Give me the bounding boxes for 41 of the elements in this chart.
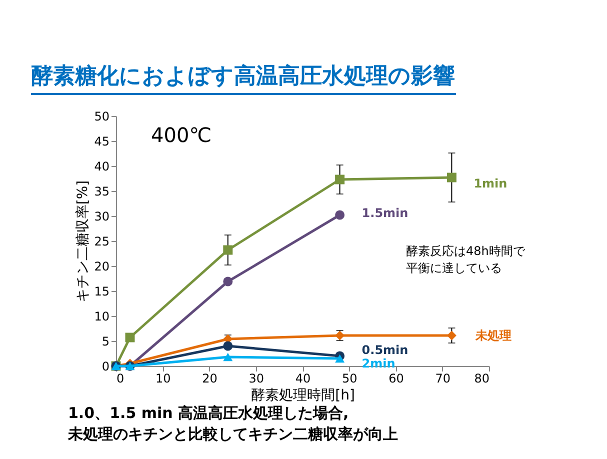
x-tick-label: 40 <box>295 372 311 386</box>
x-tick-label: 70 <box>435 372 451 386</box>
y-tick-label: 10 <box>94 310 110 324</box>
y-tick-label: 35 <box>94 184 110 198</box>
point <box>223 341 233 351</box>
point <box>335 210 345 220</box>
point <box>446 172 456 182</box>
y-tick-label: 40 <box>94 160 110 174</box>
series-label: 未処理 <box>474 328 512 342</box>
x-tick-label: 80 <box>474 372 490 386</box>
point <box>223 245 233 255</box>
series-label: 1min <box>474 176 508 190</box>
y-tick-label: 15 <box>94 284 110 298</box>
point <box>446 330 456 340</box>
text: 1.0、1.5 min 高温高圧水処理した場合,未処理のキチンと比較してキチン二糖収率が向上 <box>67 404 398 443</box>
y-axis-title: キチン二糖収率[%] <box>75 180 92 303</box>
point <box>223 352 233 362</box>
point <box>335 174 345 184</box>
x-tick-label: 20 <box>202 372 218 386</box>
y-tick-label: 30 <box>94 210 110 224</box>
y-tick-label: 0 <box>102 360 110 374</box>
point <box>223 276 233 286</box>
series-label: 2min <box>362 356 396 370</box>
chart-title: 酵素糖化におよぼす高温高圧水処理の影響 <box>31 63 455 89</box>
annotation: 酵素反応は48h時間で平衡に達している <box>406 244 526 275</box>
point <box>335 354 345 363</box>
y-tick-label: 5 <box>102 334 110 348</box>
x-tick-label: 0 <box>116 372 124 386</box>
annotation: 400℃ <box>151 123 212 147</box>
y-tick-label: 50 <box>94 110 110 124</box>
x-tick-label: 60 <box>388 372 404 386</box>
series-label: 0.5min <box>362 343 408 357</box>
y-tick-label: 45 <box>94 134 110 148</box>
x-tick-label: 10 <box>155 372 171 386</box>
x-tick-label: 50 <box>342 372 358 386</box>
y-tick-label: 25 <box>94 234 110 248</box>
x-axis-title: 酵素処理時間[h] <box>251 388 355 404</box>
y-tick-label: 20 <box>94 260 110 274</box>
point <box>125 332 135 342</box>
series-label: 1.5min <box>362 206 408 220</box>
x-tick-label: 30 <box>248 372 264 386</box>
